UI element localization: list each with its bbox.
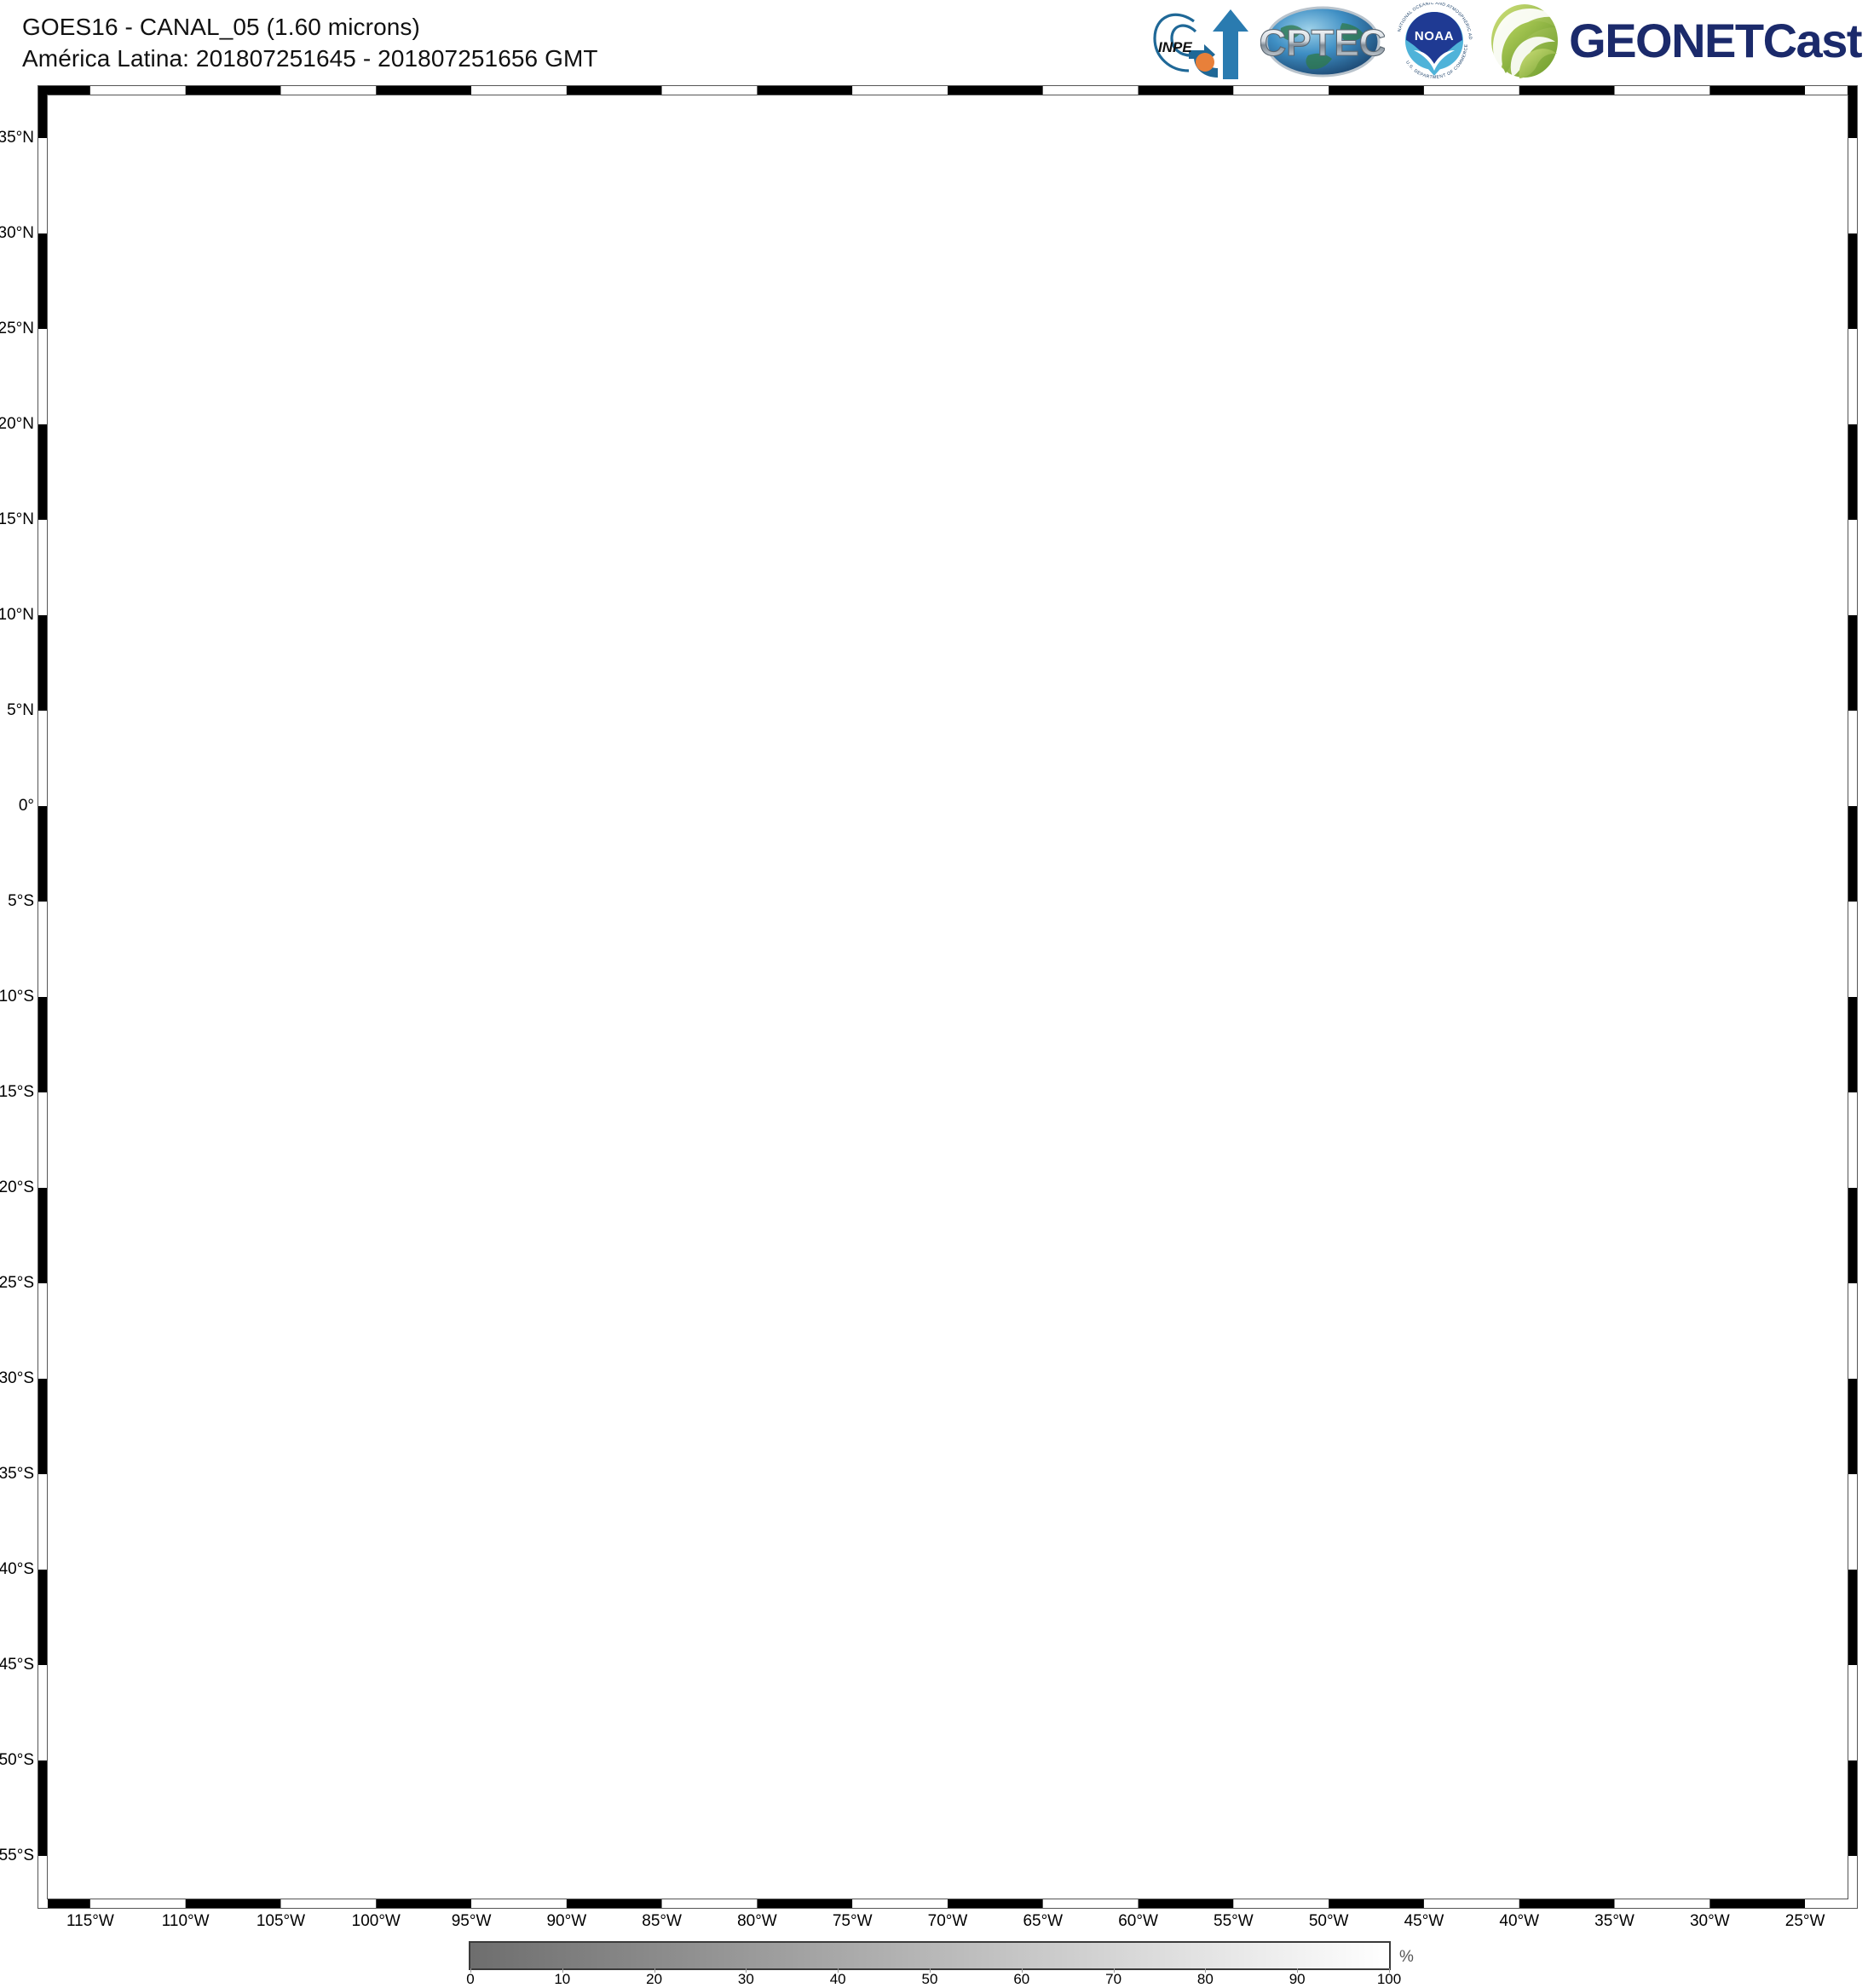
colorbar-tick-label: 20: [646, 1971, 663, 1987]
lat-tick-label: 0°: [18, 797, 34, 815]
lon-tick-label: 65°W: [1023, 1912, 1064, 1930]
lon-tick-label: 100°W: [351, 1912, 401, 1930]
lon-tick-label: 95°W: [451, 1912, 492, 1930]
lat-tick-label: 25°S: [0, 1274, 34, 1292]
lat-tick-label: 50°S: [0, 1751, 34, 1769]
colorbar-gradient: [469, 1941, 1391, 1970]
title-line-region-time: América Latina: 201807251645 - 201807251…: [22, 44, 598, 72]
colorbar-tick: [654, 1968, 655, 1973]
colorbar-tick-label: 70: [1105, 1971, 1122, 1987]
colorbar-tick: [930, 1968, 931, 1973]
header-bar: GOES16 - CANAL_05 (1.60 microns) América…: [0, 0, 1868, 82]
lon-tick-label: 110°W: [161, 1912, 210, 1930]
lon-tick-label: 35°W: [1594, 1912, 1634, 1930]
cptec-logo: CPTEC: [1259, 3, 1387, 79]
lat-tick-label: 40°S: [0, 1560, 34, 1578]
lon-tick-label: 75°W: [832, 1912, 873, 1930]
logo-bar: INPE: [1144, 0, 1862, 80]
satellite-imagery-raster: [43, 90, 1853, 1904]
colorbar-tick: [746, 1968, 747, 1973]
lon-tick-label: 45°W: [1404, 1912, 1444, 1930]
colorbar-tick: [1205, 1968, 1207, 1973]
title-line-product: GOES16 - CANAL_05 (1.60 microns): [22, 14, 420, 40]
colorbar-ticks: 0 10 20 30 40 50 60 70 80 90 100: [466, 1968, 1401, 1987]
lon-tick-label: 25°W: [1784, 1912, 1825, 1930]
lat-tick-label: 35°S: [0, 1465, 34, 1483]
geonetcast-mark-icon: [1491, 4, 1559, 78]
colorbar-tick-label: 60: [1013, 1971, 1030, 1987]
svg-text:CPTEC: CPTEC: [1260, 22, 1385, 64]
colorbar-tick: [1113, 1968, 1115, 1973]
lat-tick-label: 5°N: [7, 701, 34, 719]
colorbar: 0 10 20 30 40 50 60 70 80 90 100 %: [0, 1939, 1868, 1987]
colorbar-unit-label: %: [1399, 1948, 1414, 1966]
lon-tick-label: 60°W: [1118, 1912, 1158, 1930]
longitude-axis: 115°W 110°W 105°W 100°W 95°W 90°W 85°W 80°W 75°W…: [37, 1910, 1858, 1939]
colorbar-tick-label: 100: [1376, 1971, 1402, 1987]
satellite-map[interactable]: [37, 85, 1858, 1909]
colorbar-tick-label: 40: [829, 1971, 846, 1987]
colorbar-tick: [470, 1968, 471, 1973]
geonetcast-logo: GEONETCast: [1484, 3, 1862, 79]
lat-tick-label: 5°S: [8, 892, 34, 910]
svg-text:NOAA: NOAA: [1415, 29, 1454, 43]
lon-tick-label: 85°W: [642, 1912, 682, 1930]
inpe-logo: INPE: [1144, 3, 1252, 79]
lat-tick-label: 10°S: [0, 988, 34, 1006]
colorbar-tick: [1297, 1968, 1299, 1973]
lat-tick-label: 20°S: [0, 1178, 34, 1196]
lon-tick-label: 115°W: [66, 1912, 114, 1930]
page-title: GOES16 - CANAL_05 (1.60 microns) América…: [22, 12, 598, 75]
lat-tick-label: 25°N: [0, 320, 34, 337]
lon-tick-label: 30°W: [1689, 1912, 1730, 1930]
colorbar-tick-label: 90: [1289, 1971, 1306, 1987]
colorbar-tick: [562, 1968, 563, 1973]
lat-tick-label: 35°N: [0, 129, 34, 147]
lat-tick-label: 15°S: [0, 1083, 34, 1101]
noaa-logo: NOAA NATIONAL OCEANIC AND ATMOSPHERIC AD…: [1392, 0, 1475, 80]
colorbar-tick: [1389, 1968, 1390, 1973]
lon-tick-label: 80°W: [737, 1912, 777, 1930]
lon-tick-label: 40°W: [1499, 1912, 1540, 1930]
svg-text:INPE: INPE: [1158, 39, 1192, 55]
lon-tick-label: 55°W: [1214, 1912, 1254, 1930]
latitude-axis: 35°N 30°N 25°N 20°N 15°N 10°N 5°N 0° 5°S 10°S 15°S…: [0, 85, 37, 1909]
colorbar-tick-label: 30: [737, 1971, 754, 1987]
inpe-orange-dot: [1196, 53, 1215, 72]
lon-tick-label: 50°W: [1308, 1912, 1349, 1930]
colorbar-tick: [1021, 1968, 1023, 1973]
lat-tick-label: 30°N: [0, 224, 34, 242]
colorbar-tick-label: 10: [554, 1971, 571, 1987]
lat-tick-label: 10°N: [0, 606, 34, 624]
lon-tick-label: 90°W: [546, 1912, 587, 1930]
colorbar-tick-label: 50: [921, 1971, 938, 1987]
lat-tick-label: 30°S: [0, 1369, 34, 1387]
colorbar-tick: [838, 1968, 839, 1973]
lat-tick-label: 20°N: [0, 415, 34, 433]
lon-tick-label: 105°W: [256, 1912, 306, 1930]
lat-tick-label: 45°S: [0, 1656, 34, 1674]
colorbar-tick-label: 80: [1196, 1971, 1214, 1987]
lat-tick-label: 55°S: [0, 1847, 34, 1864]
colorbar-tick-label: 0: [466, 1971, 475, 1987]
geonetcast-wordmark: GEONETCast: [1569, 14, 1862, 67]
lat-tick-label: 15°N: [0, 510, 34, 528]
lon-tick-label: 70°W: [927, 1912, 968, 1930]
